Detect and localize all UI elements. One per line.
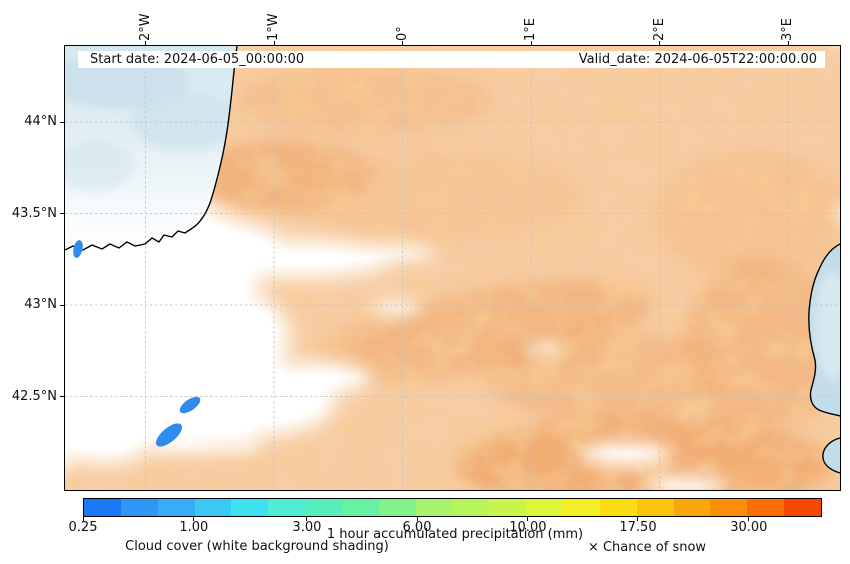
precipitation-blob bbox=[155, 423, 183, 447]
map-frame: Start date: 2024-06-05_00:00:00 Valid_da… bbox=[64, 45, 841, 491]
lon-tick-label: 2°E bbox=[651, 18, 667, 41]
precipitation-blob bbox=[73, 240, 83, 258]
colorbar-tickmark bbox=[193, 517, 195, 521]
colorbar-segment bbox=[710, 499, 748, 516]
precipitation-colorbar bbox=[83, 498, 822, 517]
lon-tickmark bbox=[659, 41, 660, 45]
colorbar-segment bbox=[341, 499, 379, 516]
coastline-mediterranean-south bbox=[822, 437, 840, 474]
colorbar-tick-label: 0.25 bbox=[68, 520, 98, 535]
colorbar-segment bbox=[636, 499, 674, 516]
lat-tick-label: 42.5°N bbox=[11, 388, 57, 404]
lon-tick-label: 1°E bbox=[523, 18, 538, 41]
lat-tick-label: 43°N bbox=[24, 297, 57, 312]
colorbar-tickmark bbox=[748, 517, 750, 521]
lon-tickmark bbox=[402, 41, 403, 45]
lat-tickmark bbox=[60, 396, 64, 397]
lon-tick-label: 2°W bbox=[137, 13, 153, 41]
colorbar-segment bbox=[489, 499, 527, 516]
lat-tick-label: 43.5°N bbox=[11, 205, 57, 221]
lon-tick-label: 0° bbox=[394, 26, 410, 41]
colorbar-tickmark bbox=[306, 517, 308, 521]
colorbar-tickmark bbox=[416, 517, 418, 521]
lon-tickmark bbox=[530, 41, 532, 45]
cloud-cover-caption: Cloud cover (white background shading) bbox=[125, 539, 389, 554]
start-date-label: Start date: 2024-06-05_00:00:00 bbox=[90, 52, 305, 67]
colorbar-tick-label: 30.00 bbox=[730, 520, 768, 535]
colorbar-segment bbox=[526, 499, 563, 516]
coastline-atlantic bbox=[65, 46, 238, 251]
colorbar-segment bbox=[378, 499, 416, 516]
lon-tickmark bbox=[787, 41, 789, 45]
colorbar-segment bbox=[268, 499, 306, 516]
colorbar-segment bbox=[452, 499, 490, 516]
colorbar-segment bbox=[415, 499, 453, 516]
colorbar-tick-label: 17.50 bbox=[619, 520, 657, 535]
lon-tick-label: 3°E bbox=[780, 18, 795, 41]
colorbar-tick-label: 1.00 bbox=[179, 520, 209, 535]
mediterranean-sea bbox=[808, 244, 840, 473]
colorbar-segment bbox=[84, 499, 121, 516]
lon-tickmark bbox=[273, 41, 275, 45]
colorbar-tick-label: 3.00 bbox=[292, 520, 322, 535]
colorbar-tick-label: 6.00 bbox=[402, 520, 432, 535]
colorbar-tick-label: 10.00 bbox=[509, 520, 547, 535]
graticule-gridlines bbox=[65, 46, 840, 490]
colorbar-segment bbox=[120, 499, 158, 516]
colorbar-segment bbox=[673, 499, 711, 516]
snow-caption: × Chance of snow bbox=[587, 540, 707, 555]
colorbar-segment bbox=[599, 499, 637, 516]
lat-tickmark bbox=[60, 121, 64, 123]
precipitation-blob bbox=[179, 396, 201, 414]
colorbar-segment bbox=[194, 499, 232, 516]
coastline-mediterranean bbox=[808, 243, 840, 417]
lat-tickmark bbox=[60, 213, 64, 214]
map-canvas bbox=[65, 46, 840, 490]
colorbar-segment bbox=[784, 499, 821, 516]
date-band: Start date: 2024-06-05_00:00:00 Valid_da… bbox=[78, 51, 825, 68]
lon-tickmark bbox=[145, 41, 146, 45]
lat-tick-label: 44°N bbox=[24, 114, 57, 129]
lon-tick-label: 1°W bbox=[266, 13, 281, 41]
colorbar-segment bbox=[157, 499, 195, 516]
valid-date-label: Valid_date: 2024-06-05T22:00:00.00 bbox=[578, 52, 817, 67]
colorbar-segment bbox=[305, 499, 342, 516]
colorbar-segment bbox=[562, 499, 600, 516]
colorbar-segment bbox=[231, 499, 269, 516]
cloud-cover-field bbox=[65, 46, 840, 490]
colorbar-tickmark bbox=[527, 517, 529, 521]
lat-tickmark bbox=[60, 304, 64, 306]
precipitation-blobs bbox=[73, 240, 201, 447]
colorbar-segment bbox=[747, 499, 785, 516]
colorbar-title: 1 hour accumulated precipitation (mm) bbox=[326, 527, 584, 542]
colorbar-tickmark bbox=[637, 517, 639, 521]
colorbar-tickmark bbox=[82, 517, 84, 521]
